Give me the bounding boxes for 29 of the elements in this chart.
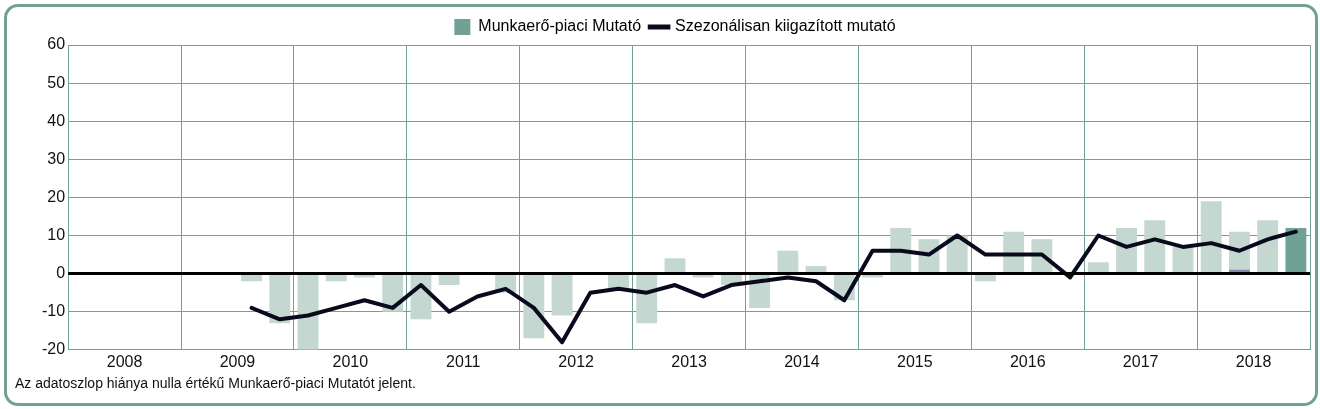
y-tick-label: 60 (47, 35, 66, 53)
bar (551, 274, 573, 316)
x-tick-label: 2012 (558, 352, 595, 370)
bar (1200, 201, 1222, 274)
x-tick-label: 2017 (1122, 352, 1159, 370)
y-tick-label: 30 (47, 149, 66, 167)
y-tick-label: -10 (42, 302, 66, 320)
x-tick-label: 2010 (332, 352, 369, 370)
bar (1087, 262, 1109, 274)
bar (664, 258, 686, 274)
bar (777, 250, 799, 274)
y-tick-label: 10 (47, 225, 66, 243)
x-tick-label: 2018 (1235, 352, 1272, 370)
x-tick-label: 2011 (446, 352, 481, 370)
x-tick-label: 2013 (671, 352, 707, 370)
legend-label: Munkaerő-piaci Mutató (478, 17, 642, 35)
y-tick-label: 50 (47, 73, 66, 91)
y-tick-label: 0 (56, 264, 66, 282)
x-tick-label: 2015 (897, 352, 933, 370)
bar (438, 274, 460, 286)
legend-label: Szezonálisan kiigazított mutató (675, 17, 896, 35)
y-tick-label: 20 (47, 187, 66, 205)
x-tick-label: 2014 (784, 352, 820, 370)
x-tick-label: 2008 (106, 352, 143, 370)
text: Az adatoszlop hiánya nulla értékű Munkaerő-piaci Mutatót jelent. (15, 375, 416, 391)
y-tick-label: 40 (47, 111, 66, 129)
x-tick-label: 2016 (1009, 352, 1046, 370)
x-tick-label: 2009 (219, 352, 256, 370)
y-tick-label: -20 (42, 340, 66, 358)
